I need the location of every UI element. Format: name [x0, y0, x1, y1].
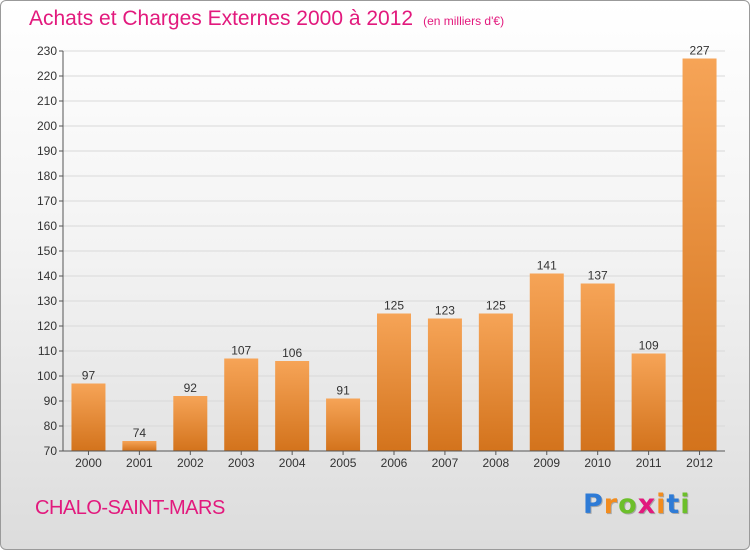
bar: [377, 313, 411, 451]
data-label: 91: [336, 384, 350, 398]
proxiti-logo: Proxiti: [583, 489, 691, 520]
bar: [122, 441, 157, 451]
chart-title-unit: (en milliers d'€): [423, 14, 505, 28]
y-tick-label: 100: [37, 369, 57, 383]
y-tick-label: 230: [37, 44, 57, 58]
x-tick-label: 2008: [482, 456, 509, 470]
commune-name: CHALO-SAINT-MARS: [35, 497, 225, 519]
y-tick-label: 170: [37, 194, 57, 208]
data-label: 109: [639, 339, 659, 353]
labels: 7080901001101201301401501601701801902002…: [37, 44, 713, 471]
data-label: 92: [184, 381, 198, 395]
x-tick-label: 2004: [279, 456, 306, 470]
x-tick-label: 2010: [584, 456, 611, 470]
logo-letter: t: [666, 489, 681, 520]
data-label: 107: [231, 344, 251, 358]
logo-letter: o: [618, 489, 638, 520]
y-tick-label: 220: [37, 69, 57, 83]
bar: [326, 398, 361, 451]
bar: [275, 361, 310, 451]
bar: [427, 318, 462, 451]
data-label: 123: [435, 304, 455, 318]
axes: [59, 50, 725, 455]
y-tick-label: 110: [38, 344, 57, 358]
bar: [682, 58, 717, 451]
logo-letter: x: [637, 489, 657, 520]
data-label: 125: [486, 299, 506, 313]
y-tick-label: 140: [37, 269, 57, 283]
data-label: 97: [82, 369, 96, 383]
data-label: 125: [384, 299, 404, 313]
bar: [173, 396, 208, 451]
y-tick-label: 180: [37, 169, 57, 183]
logo-letter: i: [656, 489, 667, 520]
x-tick-label: 2000: [75, 456, 102, 470]
chart-title: Achats et Charges Externes 2000 à 2012 (e…: [29, 7, 504, 31]
x-tick-label: 2007: [432, 456, 459, 470]
y-tick-label: 160: [37, 219, 57, 233]
logo-letter: P: [583, 489, 604, 520]
y-tick-label: 190: [37, 144, 57, 158]
y-tick-label: 210: [37, 94, 57, 108]
x-tick-label: 2006: [381, 456, 408, 470]
y-tick-label: 130: [37, 294, 57, 308]
y-tick-label: 80: [44, 419, 58, 433]
x-tick-label: 2005: [330, 456, 357, 470]
bar: [478, 313, 513, 451]
bar: [71, 383, 106, 451]
chart-title-main: Achats et Charges Externes 2000 à 2012: [29, 7, 414, 30]
y-tick-label: 70: [44, 444, 58, 458]
logo-letter: i: [680, 489, 691, 520]
x-tick-label: 2003: [228, 456, 255, 470]
bar: [580, 283, 615, 451]
data-label: 106: [282, 346, 302, 360]
y-tick-label: 90: [44, 394, 58, 408]
y-tick-label: 150: [37, 244, 57, 258]
logo-letter: r: [603, 489, 619, 520]
bar: [529, 273, 564, 451]
bar: [224, 358, 259, 451]
x-tick-label: 2011: [636, 456, 662, 470]
y-tick-label: 120: [37, 319, 57, 333]
y-tick-label: 200: [37, 119, 57, 133]
data-label: 137: [588, 269, 608, 283]
bars: [71, 58, 717, 451]
data-label: 74: [133, 426, 147, 440]
data-label: 141: [537, 259, 557, 273]
x-tick-label: 2012: [686, 456, 713, 470]
x-tick-label: 2009: [533, 456, 560, 470]
data-label: 227: [690, 44, 710, 58]
bar: [631, 353, 666, 451]
x-tick-label: 2001: [126, 456, 153, 470]
x-tick-label: 2002: [177, 456, 204, 470]
